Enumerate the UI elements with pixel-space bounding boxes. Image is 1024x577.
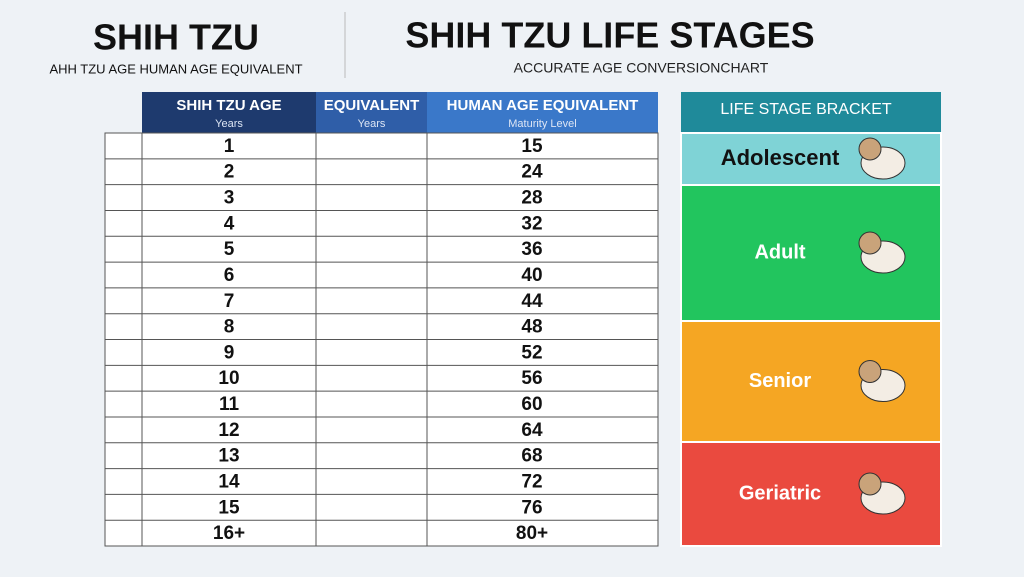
dog-head <box>858 137 882 161</box>
header-cell <box>427 92 658 133</box>
age-cell: 5 <box>224 239 235 260</box>
header-title: SHIH TZU AGE <box>176 97 281 114</box>
human-cell: 72 <box>521 471 542 492</box>
age-cell: 16+ <box>213 523 245 544</box>
age-cell: 9 <box>224 342 235 363</box>
age-cell: 3 <box>224 188 235 209</box>
age-cell: 10 <box>218 368 239 389</box>
age-cell: 7 <box>224 291 235 312</box>
human-cell: 68 <box>521 446 542 467</box>
human-cell: 36 <box>521 239 542 260</box>
title: SHIH TZU LIFE STAGES <box>405 15 814 56</box>
age-cell: 11 <box>219 394 240 415</box>
dog-head <box>858 360 882 383</box>
age-cell: 14 <box>218 471 240 492</box>
age-cell: 1 <box>224 136 235 157</box>
human-cell: 24 <box>521 162 543 183</box>
stage-label: Adolescent <box>721 145 840 170</box>
age-cell: 12 <box>218 420 239 441</box>
stage-label: Adult <box>754 241 805 263</box>
human-cell: 80+ <box>516 523 548 544</box>
age-cell: 2 <box>224 162 235 183</box>
header-title: EQUIVALENT <box>324 97 420 114</box>
dog-head <box>858 472 882 496</box>
human-cell: 60 <box>521 394 542 415</box>
table: SHIH TZU AGE Years EQUIVALENT Years HUMAN AG… <box>104 92 659 547</box>
stage-label: Geriatric <box>739 482 821 504</box>
stage-header <box>681 92 941 133</box>
stage-label: Senior <box>749 370 811 392</box>
human-cell: 52 <box>521 342 542 363</box>
header-cell <box>142 92 316 133</box>
header-sub: Years <box>358 118 386 130</box>
human-cell: 44 <box>521 291 543 312</box>
header-title: HUMAN AGE EQUIVALENT <box>447 97 639 114</box>
header-cell <box>316 92 427 133</box>
human-cell: 64 <box>521 420 543 441</box>
age-cell: 13 <box>218 446 239 467</box>
human-cell: 40 <box>521 265 542 286</box>
header-sub: Maturity Level <box>508 118 576 130</box>
stages: LIFE STAGE BRACKET Adolescent Adult Senior G… <box>680 92 942 547</box>
dog-head <box>858 231 882 255</box>
human-cell: 28 <box>521 188 542 209</box>
human-cell: 56 <box>521 368 542 389</box>
left-title: SHIH TZU <box>93 17 259 58</box>
stage-header-text: LIFE STAGE BRACKET <box>720 101 892 118</box>
age-cell: 15 <box>218 497 240 518</box>
left-subtitle: AHH TZU AGE HUMAN AGE EQUIVALENT <box>49 61 302 76</box>
human-cell: 76 <box>521 497 542 518</box>
age-cell: 8 <box>224 317 235 338</box>
human-cell: 32 <box>521 213 542 234</box>
human-cell: 48 <box>521 317 542 338</box>
age-cell: 4 <box>224 213 235 234</box>
age-cell: 6 <box>224 265 235 286</box>
human-cell: 15 <box>521 136 543 157</box>
header-sub: Years <box>215 118 243 130</box>
subtitle: ACCURATE AGE CONVERSIONCHART <box>514 60 769 76</box>
